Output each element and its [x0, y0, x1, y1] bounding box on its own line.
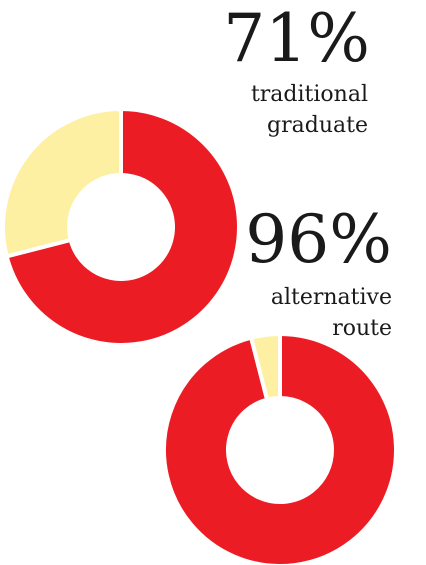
- donut-2-slice-2: [248, 331, 282, 403]
- donut-chart-traditional: [1, 106, 241, 347]
- donut-2-label-line-1: alternative: [270, 285, 392, 310]
- donut-2-percentage: 96%: [245, 201, 392, 278]
- donut-1-label-line-2: graduate: [267, 113, 368, 138]
- donut-1-percentage: 71%: [223, 0, 370, 77]
- donut-1-slice-1: [4, 106, 241, 347]
- donut-chart-alternative: [162, 331, 398, 565]
- donut-1-label-line-1: traditional: [250, 82, 368, 107]
- donut-2-slice-1: [162, 331, 398, 565]
- donut-1-slice-2: [1, 106, 123, 259]
- donut-2-label-line-2: route: [332, 316, 392, 341]
